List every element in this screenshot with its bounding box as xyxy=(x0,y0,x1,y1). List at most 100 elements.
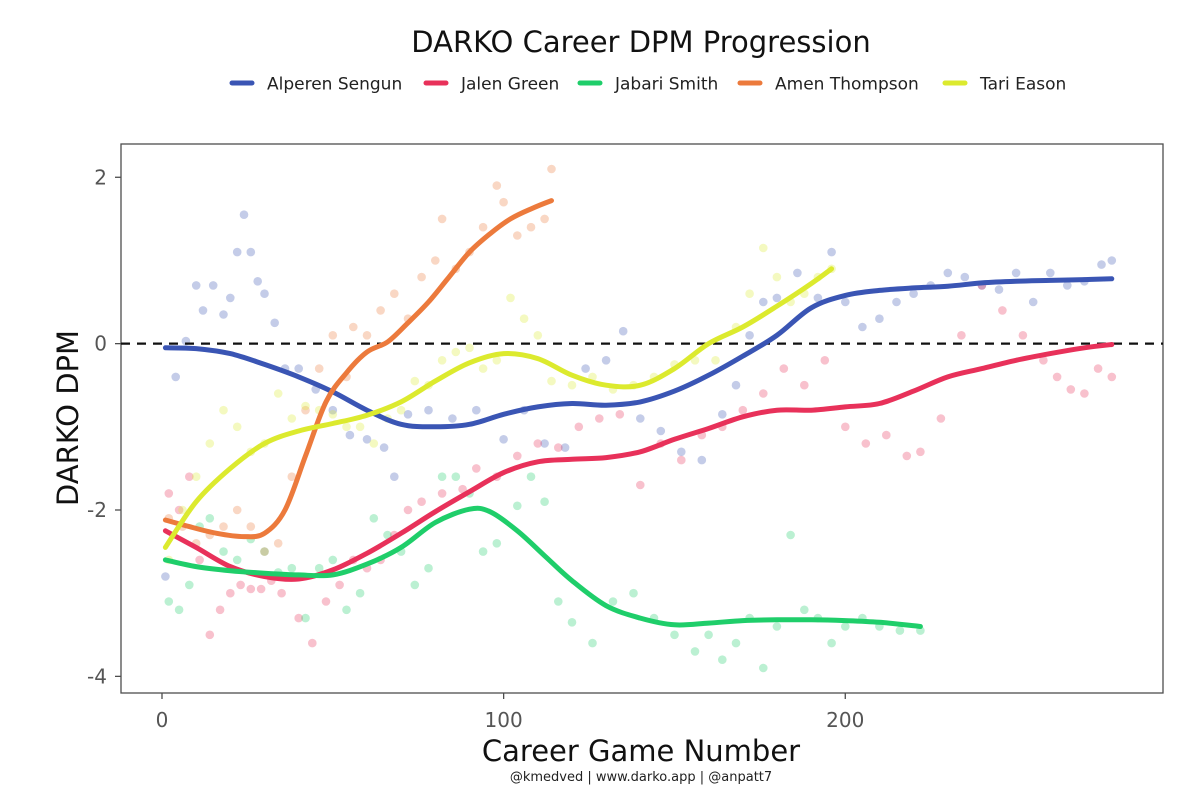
data-point xyxy=(369,439,379,448)
data-point xyxy=(601,356,611,365)
data-point xyxy=(513,231,522,240)
x-tick-label: 100 xyxy=(485,708,523,732)
data-point xyxy=(219,547,228,556)
data-point xyxy=(328,405,338,415)
data-point xyxy=(287,563,297,573)
data-point xyxy=(355,422,365,432)
data-point xyxy=(759,297,768,307)
data-point xyxy=(205,630,215,640)
points-layer xyxy=(161,164,1117,673)
data-point xyxy=(670,630,679,640)
data-point xyxy=(895,626,905,635)
data-point xyxy=(636,480,645,490)
data-point xyxy=(448,414,457,423)
data-point xyxy=(472,405,481,415)
data-point xyxy=(215,605,225,615)
data-point xyxy=(690,647,700,656)
legend-label: Jalen Green xyxy=(460,75,559,95)
data-point xyxy=(608,597,618,606)
data-point xyxy=(390,472,399,482)
data-point xyxy=(260,289,269,299)
data-point xyxy=(260,547,269,556)
data-point xyxy=(417,272,426,282)
data-point xyxy=(858,322,867,332)
data-point xyxy=(745,331,754,340)
data-point xyxy=(1039,356,1048,365)
data-point xyxy=(1052,372,1062,382)
data-point xyxy=(437,356,447,365)
data-point xyxy=(472,464,481,473)
data-point xyxy=(246,584,256,594)
data-point xyxy=(718,410,727,419)
data-point xyxy=(1066,385,1076,394)
data-point xyxy=(195,555,204,565)
data-point xyxy=(232,422,242,432)
smooth-line-amen-thompson xyxy=(162,198,554,540)
data-point xyxy=(820,356,830,365)
data-point xyxy=(1046,268,1055,278)
data-point xyxy=(499,435,508,444)
data-point xyxy=(301,405,310,415)
data-point xyxy=(841,297,850,307)
data-point xyxy=(417,497,426,507)
data-point xyxy=(519,314,529,324)
data-point xyxy=(615,410,625,419)
data-point xyxy=(526,472,536,482)
data-point xyxy=(277,588,286,598)
plot-panel xyxy=(120,143,1164,694)
data-point xyxy=(171,372,180,382)
data-point xyxy=(759,243,768,253)
data-point xyxy=(800,380,809,390)
smooth-line-jabari-smith xyxy=(162,505,923,629)
data-point xyxy=(349,322,358,332)
data-point xyxy=(342,605,351,615)
data-point xyxy=(813,293,823,303)
legend-item-amen-thompson: Amen Thompson xyxy=(737,75,919,95)
data-point xyxy=(697,455,707,465)
data-point xyxy=(800,605,809,615)
data-point xyxy=(1093,364,1103,373)
data-point xyxy=(547,164,556,174)
data-point xyxy=(355,588,365,598)
data-point xyxy=(260,547,269,556)
data-point xyxy=(827,247,836,257)
data-point xyxy=(560,443,570,452)
data-point xyxy=(301,613,310,623)
data-point xyxy=(270,318,280,328)
data-point xyxy=(226,293,235,303)
data-point xyxy=(451,472,461,482)
data-point xyxy=(345,430,355,440)
data-point xyxy=(540,214,549,224)
data-point xyxy=(677,455,686,465)
data-point xyxy=(779,364,789,373)
data-point xyxy=(554,443,563,452)
y-tick-label: 2 xyxy=(94,165,107,189)
data-point xyxy=(902,451,912,461)
data-point xyxy=(478,547,488,556)
data-point xyxy=(882,430,891,440)
data-point xyxy=(294,613,304,623)
data-point xyxy=(314,364,324,373)
data-point xyxy=(793,268,802,278)
data-point xyxy=(506,293,515,303)
data-point xyxy=(383,530,392,540)
data-point xyxy=(909,289,918,299)
y-tick-label: -4 xyxy=(87,664,107,688)
data-point xyxy=(174,605,184,615)
data-point xyxy=(379,443,389,452)
smooth-layer xyxy=(162,198,1115,629)
data-point xyxy=(465,343,474,353)
series-points-alperen-sengun xyxy=(161,210,1117,581)
y-tick-label: -2 xyxy=(87,498,107,522)
data-point xyxy=(574,422,584,432)
data-point xyxy=(827,638,836,648)
data-point xyxy=(540,497,549,507)
data-point xyxy=(994,285,1004,294)
data-point xyxy=(731,380,741,390)
data-point xyxy=(499,197,508,207)
data-point xyxy=(704,630,713,640)
data-point xyxy=(205,514,215,523)
data-point xyxy=(595,414,604,423)
data-point xyxy=(390,289,399,299)
data-point xyxy=(1107,256,1117,265)
